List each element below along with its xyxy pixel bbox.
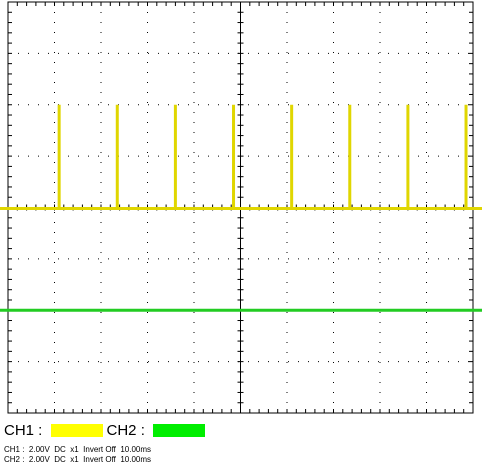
ch1-pulse	[232, 104, 236, 209]
ch1-pulse	[348, 104, 352, 209]
ch1-color-swatch	[50, 423, 103, 437]
ch1-pulse	[290, 104, 294, 209]
oscilloscope-display	[0, 1, 482, 414]
ch2-settings-text: CH2 : 2.00V DC x1 Invert Off 10.00ms	[4, 455, 152, 464]
ch1-legend-label: CH1 :	[4, 421, 47, 439]
ch1-pulse	[115, 104, 119, 209]
ch1-pulse	[464, 104, 468, 209]
ch1-trace	[0, 104, 482, 211]
ch2-color-swatch	[153, 423, 206, 437]
ch1-settings-text: CH1 : 2.00V DC x1 Invert Off 10.00ms	[4, 445, 152, 454]
ch1-pulse	[57, 104, 61, 209]
ch1-pulse	[406, 104, 410, 209]
ch1-pulse	[173, 104, 177, 209]
channel-legend: CH1 : CH2 :	[4, 420, 209, 440]
ch2-legend-label: CH2 :	[106, 421, 150, 439]
scope-grid	[7, 1, 474, 414]
